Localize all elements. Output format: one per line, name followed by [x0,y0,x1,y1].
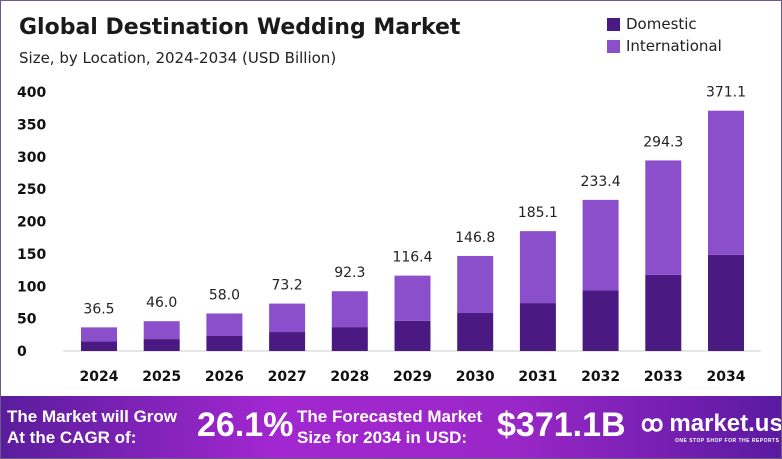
bar-domestic-2029 [394,320,431,351]
cagr-text-line: At the CAGR of: [7,428,137,447]
bar-domestic-2024 [81,341,117,351]
forecast-text: The Forecasted Market Size for 2034 in US… [297,406,482,448]
data-label: 233.4 [581,174,621,190]
x-tick-label: 2025 [142,369,181,385]
x-tick-label: 2026 [205,369,244,385]
chart-title: Global Destination Wedding Market [19,15,461,40]
data-label: 371.1 [706,85,746,101]
bar-international-2028 [331,291,368,328]
logo-icon: ꝏ [641,411,664,436]
bar-international-2025 [143,321,180,340]
data-label: 58.0 [209,287,240,303]
legend-label: International [626,37,722,55]
x-tick-label: 2028 [330,369,369,385]
data-label: 116.4 [392,250,432,266]
x-tick-label: 2032 [581,369,620,385]
bar-domestic-2034 [708,254,744,351]
x-tick-label: 2033 [644,369,683,385]
bar-international-2033 [645,160,682,275]
legend-domestic: Domestic [607,13,722,35]
x-tick-label: 2029 [393,369,432,385]
forecast-text-line: Size for 2034 in USD: [297,428,468,447]
bar-domestic-2026 [206,335,243,351]
bar-domestic-2030 [457,312,494,351]
bar-domestic-2033 [645,274,682,351]
data-label: 46.0 [146,295,177,311]
y-tick-label: 200 [17,215,46,231]
bar-international-2027 [269,303,306,333]
legend: Domestic International [607,13,722,57]
x-tick-label: 2031 [518,369,557,385]
y-tick-label: 50 [17,312,37,328]
data-label: 36.5 [83,301,114,317]
legend-label: Domestic [626,15,697,33]
bar-international-2032 [582,199,619,291]
x-tick-label: 2030 [456,369,495,385]
cagr-text-line: The Market will Grow [7,407,178,426]
x-tick-label: 2024 [80,369,119,385]
cagr-value: 26.1% [197,406,294,444]
bar-international-2030 [457,255,494,313]
y-tick-label: 350 [17,117,46,133]
y-tick-label: 300 [17,150,46,166]
y-tick-label: 100 [17,279,46,295]
forecast-text-line: The Forecasted Market [297,407,483,426]
bar-international-2029 [394,275,431,321]
legend-swatch [607,39,620,53]
bar-domestic-2028 [331,327,368,351]
data-label: 92.3 [334,265,365,281]
forecast-value: $371.1B [497,406,626,444]
y-tick-label: 0 [17,344,27,360]
plot-area: 0 50 100 150 200 250 300 350 400 36.5 2024 46.0 2025… [17,85,761,385]
data-label: 73.2 [272,278,303,294]
x-tick-label: 2034 [707,369,746,385]
y-tick-label: 150 [17,247,46,263]
chart-subtitle: Size, by Location, 2024-2034 (USD Billio… [19,49,337,67]
logo-text: market.us [669,410,782,437]
x-tick-label: 2027 [268,369,307,385]
bar-domestic-2032 [582,290,619,351]
bar-international-2034 [708,110,744,255]
cagr-text: The Market will Grow At the CAGR of: [7,406,177,448]
data-label: 185.1 [518,205,558,221]
bar-domestic-2031 [519,303,556,351]
bar-domestic-2027 [269,332,306,351]
bar-international-2031 [519,231,556,304]
bar-domestic-2025 [143,339,180,351]
legend-swatch [607,17,620,31]
y-tick-label: 250 [17,182,46,198]
legend-international: International [607,35,722,57]
logo-tagline: ONE STOP SHOP FOR THE REPORTS [675,438,780,444]
banner: The Market will Grow At the CAGR of: 26.1… [1,396,782,458]
y-tick-label: 400 [17,85,46,101]
bar-international-2026 [206,313,243,336]
data-label: 294.3 [643,134,683,150]
bar-international-2024 [81,327,117,342]
data-label: 146.8 [455,230,495,246]
logo: ꝏ market.us ONE STOP SHOP FOR THE REPORTS [641,410,782,444]
